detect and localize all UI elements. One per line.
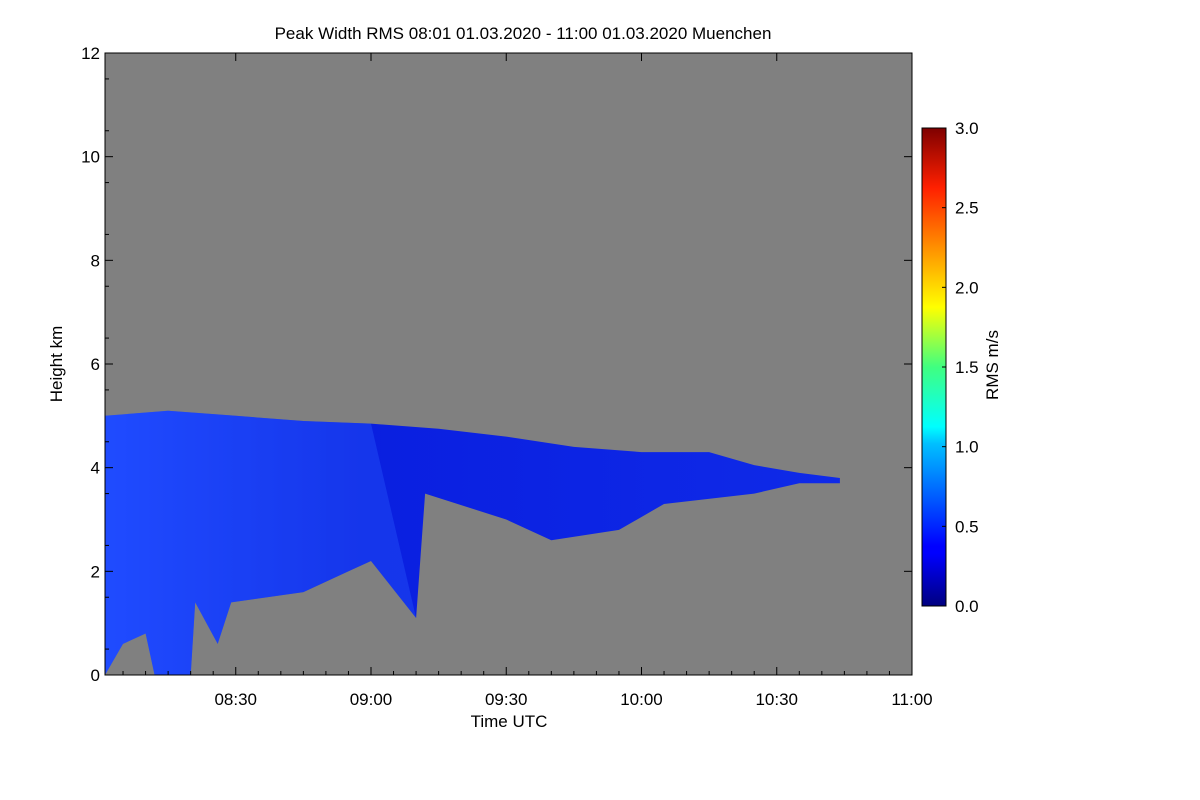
echo-region-area bbox=[105, 410, 840, 675]
echo-region bbox=[105, 410, 840, 675]
y-tick-label: 12 bbox=[81, 44, 100, 63]
colorbar-tick-label: 2.0 bbox=[955, 278, 979, 297]
x-tick-label: 09:00 bbox=[350, 690, 393, 709]
colorbar-tick-label: 0.0 bbox=[955, 597, 979, 616]
y-tick-label: 4 bbox=[91, 459, 100, 478]
colorbar-tick-label: 2.5 bbox=[955, 199, 979, 218]
y-tick-label: 8 bbox=[91, 251, 100, 270]
y-axis-label: Height km bbox=[47, 326, 66, 403]
y-tick-label: 10 bbox=[81, 148, 100, 167]
x-axis-label: Time UTC bbox=[471, 712, 548, 731]
colorbar-tick-label: 1.0 bbox=[955, 438, 979, 457]
chart-title: Peak Width RMS 08:01 01.03.2020 - 11:00 … bbox=[275, 24, 772, 43]
colorbar-tick-label: 3.0 bbox=[955, 119, 979, 138]
y-tick-label: 2 bbox=[91, 562, 100, 581]
y-axis: 0 2 4 6 8 10 12 bbox=[81, 44, 912, 685]
colorbar-ticks: 0.0 0.5 1.0 1.5 2.0 2.5 3.0 bbox=[942, 119, 979, 616]
x-tick-label: 10:30 bbox=[755, 690, 798, 709]
y-tick-label: 6 bbox=[91, 355, 100, 374]
y-tick-label: 0 bbox=[91, 666, 100, 685]
echo-region-texture bbox=[105, 410, 417, 675]
x-axis: 08:30 09:00 09:30 10:00 10:30 11:00 bbox=[122, 53, 933, 709]
x-tick-label: 10:00 bbox=[620, 690, 663, 709]
x-tick-label: 11:00 bbox=[891, 690, 932, 709]
colorbar-label: RMS m/s bbox=[983, 330, 1002, 400]
colorbar-tick-label: 0.5 bbox=[955, 517, 979, 536]
x-tick-label: 08:30 bbox=[214, 690, 257, 709]
colorbar-tick-label: 1.5 bbox=[955, 358, 979, 377]
x-tick-label: 09:30 bbox=[485, 690, 528, 709]
